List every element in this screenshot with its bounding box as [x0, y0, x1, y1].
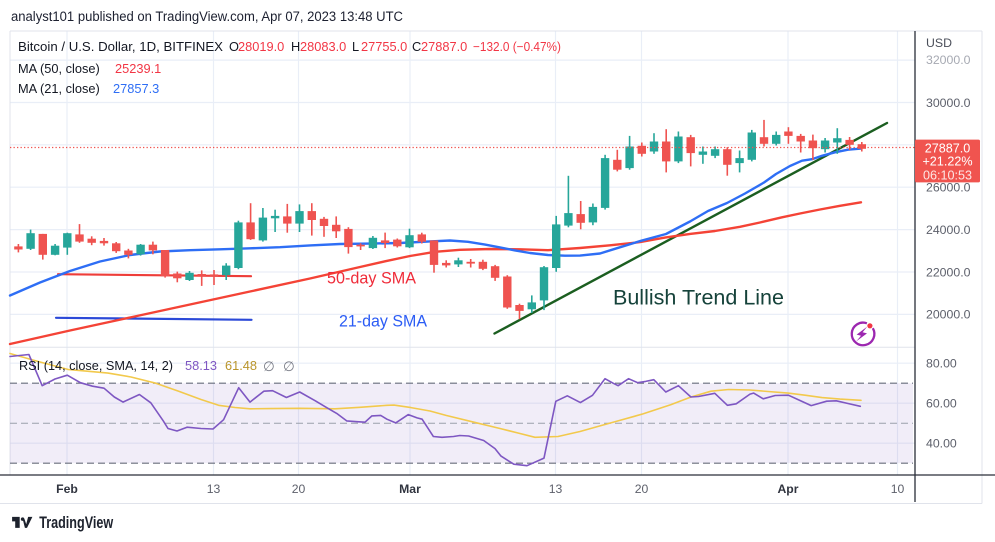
svg-text:Feb: Feb	[56, 482, 78, 496]
svg-text:Bullish Trend Line: Bullish Trend Line	[613, 286, 784, 310]
svg-text:13: 13	[207, 482, 221, 496]
svg-text:24000.0: 24000.0	[926, 223, 971, 237]
svg-text:Apr: Apr	[778, 482, 799, 496]
svg-text:32000.0: 32000.0	[926, 53, 971, 67]
svg-text:27755.0: 27755.0	[361, 39, 407, 54]
svg-text:40.00: 40.00	[926, 437, 957, 451]
svg-text:27857.3: 27857.3	[113, 81, 159, 96]
svg-text:10: 10	[891, 482, 905, 496]
svg-text:C: C	[412, 39, 421, 54]
svg-text:H: H	[291, 39, 300, 54]
svg-text:MA (50, close): MA (50, close)	[18, 61, 100, 76]
svg-text:50-day SMA: 50-day SMA	[327, 269, 417, 288]
svg-text:13: 13	[549, 482, 563, 496]
svg-text:80.00: 80.00	[926, 357, 957, 371]
svg-text:61.48: 61.48	[225, 358, 257, 373]
svg-text:RSI (14, close, SMA, 14, 2): RSI (14, close, SMA, 14, 2)	[19, 358, 173, 373]
svg-text:28083.0: 28083.0	[300, 39, 346, 54]
svg-text:58.13: 58.13	[185, 358, 217, 373]
svg-text:30000.0: 30000.0	[926, 96, 971, 110]
svg-text:analyst101 published on Tradin: analyst101 published on TradingView.com,…	[11, 9, 403, 24]
svg-text:20000.0: 20000.0	[926, 308, 971, 322]
svg-text:Mar: Mar	[399, 482, 421, 496]
svg-text:L: L	[352, 39, 359, 54]
svg-text:22000.0: 22000.0	[926, 265, 971, 279]
svg-text:25239.1: 25239.1	[115, 61, 161, 76]
svg-text:27887.0: 27887.0	[421, 39, 467, 54]
svg-text:Bitcoin / U.S. Dollar, 1D, BIT: Bitcoin / U.S. Dollar, 1D, BITFINEX	[18, 39, 223, 54]
svg-text:27887.0: 27887.0	[925, 141, 971, 155]
svg-text:O: O	[229, 39, 239, 54]
svg-text:∅: ∅	[263, 359, 275, 374]
svg-text:+21.22%: +21.22%	[922, 155, 972, 169]
svg-text:20: 20	[635, 482, 649, 496]
svg-text:MA (21, close): MA (21, close)	[18, 81, 100, 96]
svg-text:USD: USD	[926, 36, 952, 50]
svg-text:28019.0: 28019.0	[238, 39, 284, 54]
svg-text:26000.0: 26000.0	[926, 181, 971, 195]
svg-text:60.00: 60.00	[926, 397, 957, 411]
svg-text:06:10:53: 06:10:53	[923, 168, 972, 182]
svg-text:20: 20	[292, 482, 306, 496]
svg-text:∅: ∅	[283, 359, 295, 374]
svg-text:TradingView: TradingView	[39, 513, 114, 532]
svg-text:21-day SMA: 21-day SMA	[339, 312, 428, 331]
svg-text:−132.0 (−0.47%): −132.0 (−0.47%)	[473, 39, 561, 54]
